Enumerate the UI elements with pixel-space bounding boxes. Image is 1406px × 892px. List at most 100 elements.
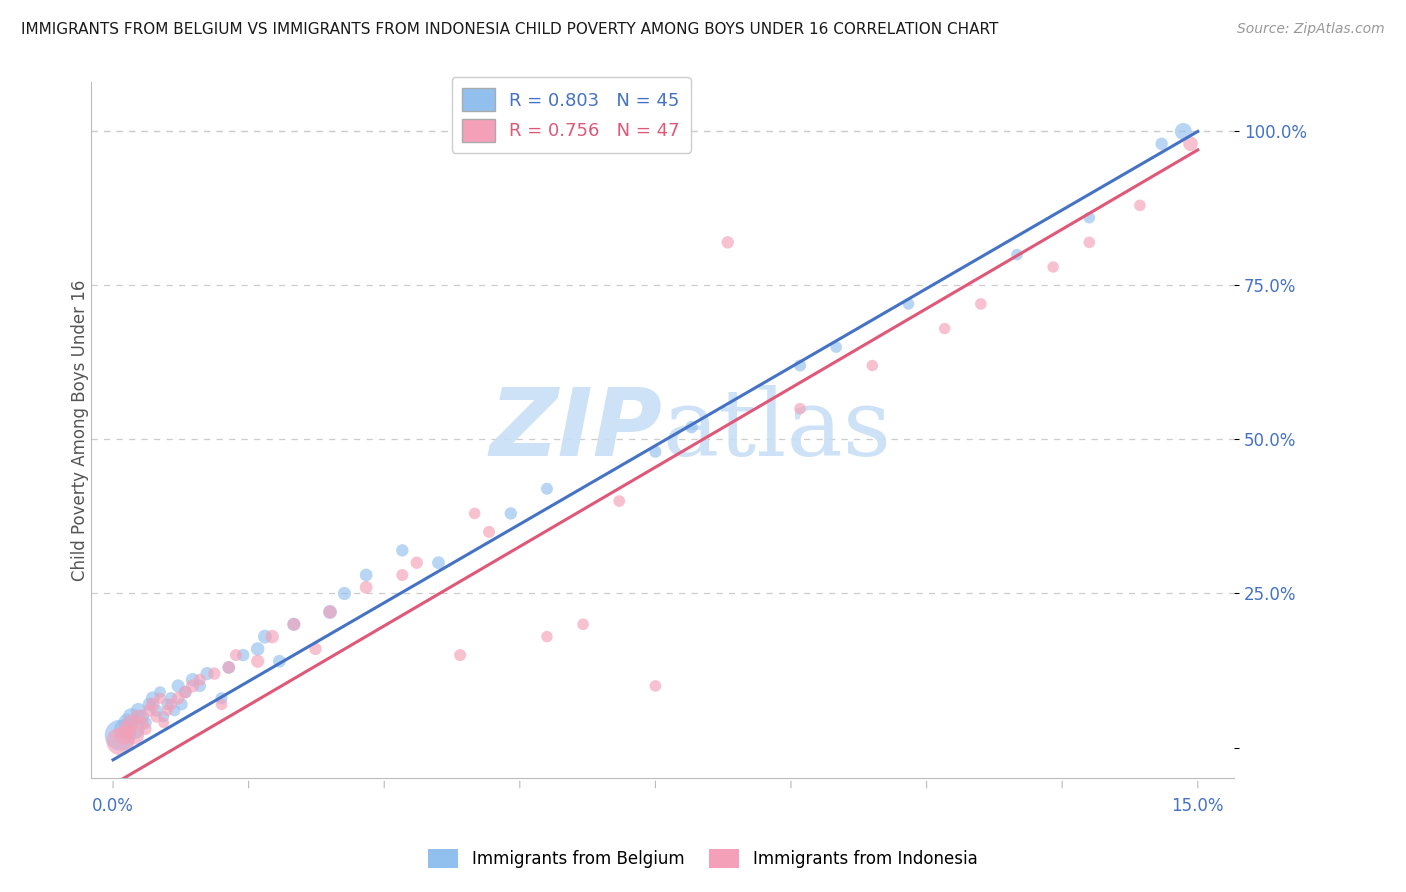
Point <box>1129 198 1152 212</box>
Point <box>124 728 146 742</box>
Point <box>1078 235 1101 250</box>
Point <box>825 340 848 354</box>
Point <box>149 691 172 706</box>
Point <box>1150 136 1173 151</box>
Point <box>120 709 142 723</box>
Point <box>112 722 135 736</box>
Point <box>536 482 558 496</box>
Point <box>717 235 740 250</box>
Point <box>354 580 377 594</box>
Point <box>160 698 183 712</box>
Point <box>131 715 153 730</box>
Point <box>934 321 956 335</box>
Point <box>391 568 413 582</box>
Point <box>110 734 132 748</box>
Point <box>283 617 305 632</box>
Point <box>391 543 413 558</box>
Point <box>195 666 218 681</box>
Point <box>188 679 211 693</box>
Point <box>112 728 135 742</box>
Point <box>160 691 183 706</box>
Point <box>1180 136 1202 151</box>
Point <box>644 445 666 459</box>
Point <box>681 420 703 434</box>
Point <box>644 679 666 693</box>
Point <box>218 660 240 674</box>
Point <box>145 704 167 718</box>
Point <box>181 679 204 693</box>
Text: Source: ZipAtlas.com: Source: ZipAtlas.com <box>1237 22 1385 37</box>
Point <box>211 698 233 712</box>
Point <box>405 556 427 570</box>
Point <box>246 654 269 668</box>
Point <box>218 660 240 674</box>
Point <box>202 666 225 681</box>
Legend: Immigrants from Belgium, Immigrants from Indonesia: Immigrants from Belgium, Immigrants from… <box>422 842 984 875</box>
Point <box>117 715 139 730</box>
Point <box>970 297 993 311</box>
Point <box>1042 260 1064 274</box>
Point <box>149 685 172 699</box>
Point <box>262 630 284 644</box>
Point <box>127 709 149 723</box>
Point <box>536 630 558 644</box>
Point <box>174 685 197 699</box>
Point <box>156 704 179 718</box>
Point <box>464 507 486 521</box>
Text: 15.0%: 15.0% <box>1171 797 1225 814</box>
Text: 0.0%: 0.0% <box>93 797 134 814</box>
Point <box>789 359 811 373</box>
Legend: R = 0.803   N = 45, R = 0.756   N = 47: R = 0.803 N = 45, R = 0.756 N = 47 <box>451 78 690 153</box>
Point <box>152 709 174 723</box>
Point <box>142 698 165 712</box>
Point <box>152 715 174 730</box>
Point <box>167 691 190 706</box>
Point <box>135 722 157 736</box>
Point <box>163 704 186 718</box>
Point <box>283 617 305 632</box>
Text: ZIP: ZIP <box>489 384 662 476</box>
Point <box>188 673 211 687</box>
Point <box>174 685 197 699</box>
Point <box>170 698 193 712</box>
Point <box>167 679 190 693</box>
Point <box>156 698 179 712</box>
Point <box>1005 247 1028 261</box>
Point <box>860 359 883 373</box>
Point <box>319 605 342 619</box>
Point <box>304 642 326 657</box>
Point <box>138 704 160 718</box>
Y-axis label: Child Poverty Among Boys Under 16: Child Poverty Among Boys Under 16 <box>72 279 89 581</box>
Point <box>354 568 377 582</box>
Point <box>427 556 450 570</box>
Point <box>135 715 157 730</box>
Point <box>117 722 139 736</box>
Point <box>269 654 291 668</box>
Point <box>253 630 276 644</box>
Point <box>789 401 811 416</box>
Point <box>572 617 595 632</box>
Point <box>1173 124 1195 138</box>
Point <box>232 648 254 662</box>
Point <box>145 709 167 723</box>
Text: IMMIGRANTS FROM BELGIUM VS IMMIGRANTS FROM INDONESIA CHILD POVERTY AMONG BOYS UN: IMMIGRANTS FROM BELGIUM VS IMMIGRANTS FR… <box>21 22 998 37</box>
Point <box>1078 211 1101 225</box>
Point <box>478 524 501 539</box>
Point <box>181 673 204 687</box>
Point <box>120 715 142 730</box>
Point <box>211 691 233 706</box>
Point <box>897 297 920 311</box>
Point <box>499 507 522 521</box>
Point <box>607 494 630 508</box>
Point <box>225 648 247 662</box>
Point <box>333 586 356 600</box>
Point <box>110 728 132 742</box>
Point <box>449 648 471 662</box>
Point <box>127 704 149 718</box>
Point <box>246 642 269 657</box>
Point <box>131 709 153 723</box>
Point <box>142 691 165 706</box>
Point <box>124 722 146 736</box>
Point <box>319 605 342 619</box>
Text: atlas: atlas <box>662 385 891 475</box>
